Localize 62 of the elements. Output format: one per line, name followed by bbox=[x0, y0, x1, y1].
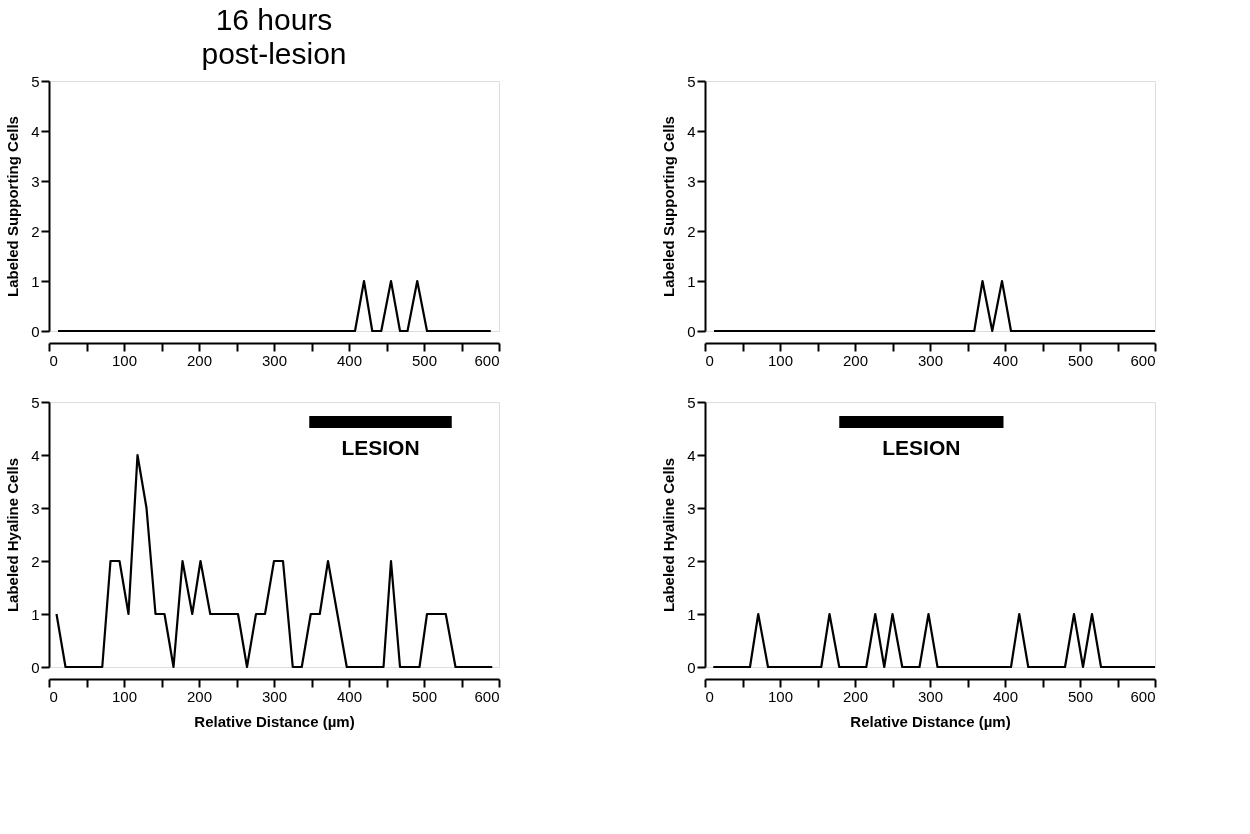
y-tick-label: 2 bbox=[31, 552, 40, 570]
x-axis-title: Relative Distance (µm) bbox=[194, 712, 355, 730]
y-axis-title: Labeled Hyaline Cells bbox=[4, 457, 22, 613]
x-tick-label: 600 bbox=[474, 687, 500, 705]
y-tick-label: 5 bbox=[31, 72, 40, 90]
x-tick-label: 0 bbox=[705, 687, 714, 705]
y-tick-label: 3 bbox=[31, 499, 40, 517]
y-tick-label: 0 bbox=[31, 658, 40, 676]
x-tick-label: 0 bbox=[49, 687, 58, 705]
x-tick-label: 100 bbox=[111, 351, 138, 369]
y-tick-label: 2 bbox=[687, 222, 696, 240]
line-series bbox=[55, 453, 494, 669]
x-tick-label: 300 bbox=[917, 687, 944, 705]
x-tick-label: 100 bbox=[111, 687, 138, 705]
x-tick-label: 100 bbox=[767, 351, 794, 369]
y-tick-label: 3 bbox=[687, 172, 696, 190]
x-tick-label: 600 bbox=[474, 351, 500, 369]
x-tick-label: 300 bbox=[261, 351, 288, 369]
band-label: LESION bbox=[882, 436, 961, 459]
x-tick-label: 600 bbox=[1130, 351, 1156, 369]
y-tick-label: 0 bbox=[687, 322, 696, 340]
chart-title: 16 hours post-lesion bbox=[201, 3, 347, 70]
x-tick-label: 600 bbox=[1130, 687, 1156, 705]
y-tick-label: 2 bbox=[31, 222, 40, 240]
y-tick-label: 1 bbox=[31, 605, 40, 623]
x-tick-label: 100 bbox=[767, 687, 794, 705]
x-tick-label: 200 bbox=[186, 351, 213, 369]
x-tick-label: 200 bbox=[842, 351, 869, 369]
y-tick-label: 1 bbox=[687, 605, 696, 623]
x-tick-label: 500 bbox=[411, 687, 438, 705]
x-axis-title: Relative Distance (µm) bbox=[850, 712, 1011, 730]
x-tick-label: 300 bbox=[917, 351, 944, 369]
y-tick-label: 3 bbox=[687, 499, 696, 517]
y-tick-label: 3 bbox=[31, 172, 40, 190]
y-tick-label: 1 bbox=[31, 272, 40, 290]
x-tick-label: 500 bbox=[411, 351, 438, 369]
y-tick-label: 2 bbox=[687, 552, 696, 570]
x-tick-label: 500 bbox=[1067, 687, 1094, 705]
x-tick-label: 300 bbox=[261, 687, 288, 705]
y-tick-label: 4 bbox=[687, 122, 696, 140]
x-tick-label: 400 bbox=[336, 351, 363, 369]
x-tick-label: 400 bbox=[992, 687, 1019, 705]
x-tick-label: 0 bbox=[49, 351, 58, 369]
y-tick-label: 0 bbox=[687, 658, 696, 676]
band-label: LESION bbox=[341, 436, 420, 459]
y-tick-label: 4 bbox=[31, 122, 40, 140]
y-tick-label: 5 bbox=[687, 393, 696, 411]
y-tick-label: 5 bbox=[31, 393, 40, 411]
x-tick-label: 400 bbox=[336, 687, 363, 705]
y-axis-title: Labeled Hyaline Cells bbox=[660, 457, 678, 613]
x-tick-label: 200 bbox=[186, 687, 213, 705]
y-axis-title: Labeled Supporting Cells bbox=[660, 116, 678, 297]
y-tick-label: 4 bbox=[31, 446, 40, 464]
y-axis-title: Labeled Supporting Cells bbox=[4, 116, 22, 297]
y-tick-label: 0 bbox=[31, 322, 40, 340]
x-tick-label: 0 bbox=[705, 351, 714, 369]
y-tick-label: 4 bbox=[687, 446, 696, 464]
x-tick-label: 400 bbox=[992, 351, 1019, 369]
y-tick-label: 5 bbox=[687, 72, 696, 90]
x-tick-label: 500 bbox=[1067, 351, 1094, 369]
y-tick-label: 1 bbox=[687, 272, 696, 290]
x-tick-label: 200 bbox=[842, 687, 869, 705]
